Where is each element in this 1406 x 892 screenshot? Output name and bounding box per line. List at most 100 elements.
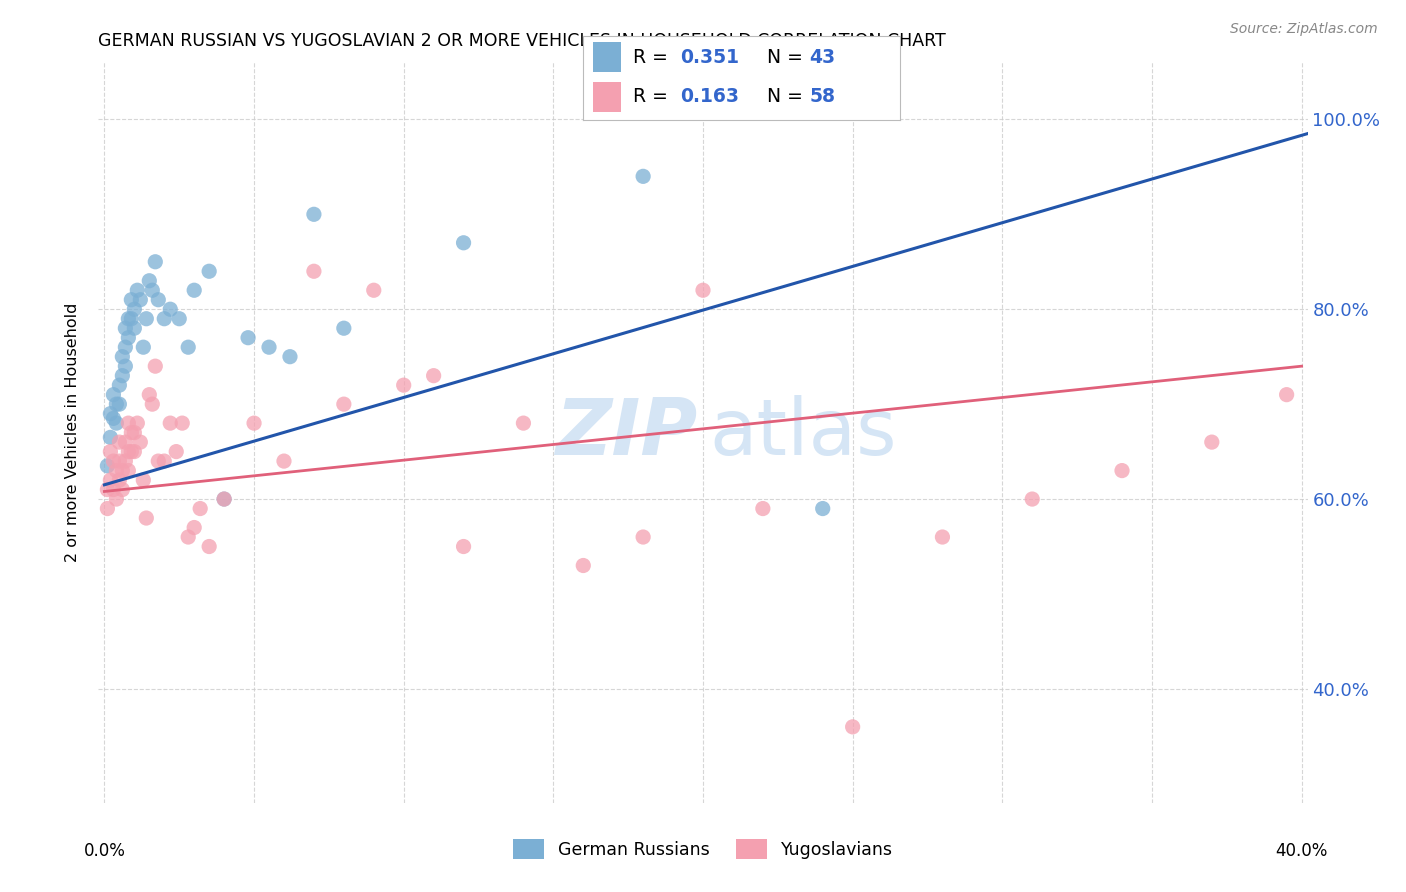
Point <box>111 483 134 497</box>
Point <box>120 425 142 440</box>
Point <box>120 293 142 307</box>
Point <box>108 378 131 392</box>
Point <box>117 311 139 326</box>
Point <box>153 311 176 326</box>
Point <box>103 387 125 401</box>
Point <box>392 378 415 392</box>
Point <box>165 444 187 458</box>
Point <box>127 416 149 430</box>
Text: GERMAN RUSSIAN VS YUGOSLAVIAN 2 OR MORE VEHICLES IN HOUSEHOLD CORRELATION CHART: GERMAN RUSSIAN VS YUGOSLAVIAN 2 OR MORE … <box>98 32 946 50</box>
Point <box>114 435 136 450</box>
Point <box>124 321 146 335</box>
Point <box>108 435 131 450</box>
Point <box>96 458 118 473</box>
Point <box>105 416 128 430</box>
Point <box>117 444 139 458</box>
Text: atlas: atlas <box>709 394 897 471</box>
Point <box>198 264 221 278</box>
Point <box>153 454 176 468</box>
Point <box>114 359 136 374</box>
Point <box>243 416 266 430</box>
Text: N =: N = <box>768 87 808 106</box>
Point <box>333 397 356 411</box>
Point <box>422 368 444 383</box>
Point <box>138 274 160 288</box>
Point <box>120 311 142 326</box>
Point <box>103 411 125 425</box>
Point <box>572 558 595 573</box>
Point <box>124 444 146 458</box>
Point <box>103 483 125 497</box>
Point <box>100 430 122 444</box>
Point <box>143 359 166 374</box>
Point <box>100 407 122 421</box>
Point <box>114 340 136 354</box>
Point <box>127 283 149 297</box>
Point <box>96 501 118 516</box>
Point <box>212 491 235 506</box>
Point <box>100 444 122 458</box>
Text: R =: R = <box>633 87 673 106</box>
Point <box>333 321 356 335</box>
Text: 0.351: 0.351 <box>681 48 740 67</box>
Point <box>236 331 259 345</box>
Point <box>631 169 654 184</box>
Text: 0.163: 0.163 <box>681 87 740 106</box>
Point <box>453 540 475 554</box>
Point <box>931 530 953 544</box>
Point <box>1201 435 1223 450</box>
Point <box>198 540 221 554</box>
Point <box>124 425 146 440</box>
Point <box>108 397 131 411</box>
Point <box>135 511 157 525</box>
Point <box>105 491 128 506</box>
Point <box>114 454 136 468</box>
FancyBboxPatch shape <box>593 43 621 72</box>
Point <box>117 464 139 478</box>
Point <box>143 254 166 268</box>
Point <box>117 331 139 345</box>
Point <box>105 397 128 411</box>
Point <box>117 416 139 430</box>
Point <box>302 264 325 278</box>
Point <box>257 340 280 354</box>
Point <box>100 473 122 487</box>
Point <box>183 283 205 297</box>
Text: 43: 43 <box>810 48 835 67</box>
Point <box>188 501 211 516</box>
Point <box>177 340 200 354</box>
Point <box>631 530 654 544</box>
Text: 58: 58 <box>810 87 835 106</box>
Point <box>177 530 200 544</box>
Point <box>273 454 295 468</box>
Point <box>135 311 157 326</box>
Point <box>138 387 160 401</box>
Point <box>172 416 194 430</box>
Point <box>1275 387 1298 401</box>
Point <box>148 293 170 307</box>
FancyBboxPatch shape <box>593 82 621 112</box>
Legend: German Russians, Yugoslavians: German Russians, Yugoslavians <box>505 830 901 868</box>
Point <box>752 501 775 516</box>
Point <box>114 321 136 335</box>
Point <box>1111 464 1133 478</box>
Text: R =: R = <box>633 48 673 67</box>
Point <box>453 235 475 250</box>
Point <box>167 311 190 326</box>
Point <box>811 501 834 516</box>
Point <box>120 444 142 458</box>
Point <box>124 302 146 317</box>
Point <box>108 473 131 487</box>
Point <box>111 368 134 383</box>
Point <box>159 302 181 317</box>
Point <box>159 416 181 430</box>
Point <box>132 340 155 354</box>
Text: N =: N = <box>768 48 808 67</box>
Point <box>841 720 863 734</box>
Point <box>108 454 131 468</box>
Point <box>129 293 152 307</box>
Point <box>183 520 205 534</box>
Point <box>278 350 301 364</box>
Text: ZIP: ZIP <box>555 394 697 471</box>
Y-axis label: 2 or more Vehicles in Household: 2 or more Vehicles in Household <box>65 303 80 562</box>
